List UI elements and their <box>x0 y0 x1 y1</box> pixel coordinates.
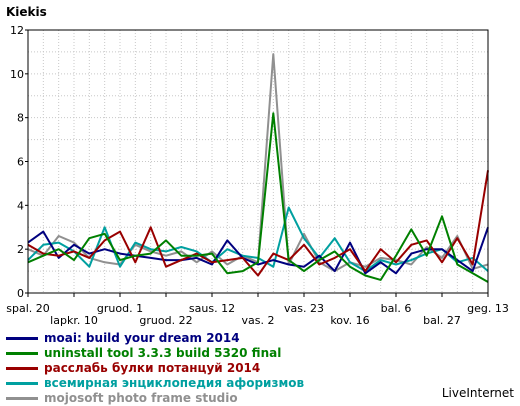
legend-label: mojosoft photo frame studio <box>44 391 238 405</box>
y-tick-label: 2 <box>17 243 24 256</box>
x-tick-label: lapkr. 10 <box>50 314 98 327</box>
x-tick-label: gruod. 1 <box>97 302 143 315</box>
x-tick-label: vas. 23 <box>284 302 324 315</box>
x-tick-label: bal. 6 <box>381 302 412 315</box>
legend-swatch <box>6 337 38 340</box>
y-tick-label: 0 <box>17 287 24 300</box>
legend: moai: build your dream 2014 uninstall too… <box>6 331 304 406</box>
x-tick-label: gruod. 22 <box>139 314 192 327</box>
y-axis: 0 2 4 6 8 10 12 <box>10 24 28 300</box>
x-tick-label: geg. 13 <box>467 302 509 315</box>
series-line <box>27 226 489 275</box>
legend-item: mojosoft photo frame studio <box>6 391 304 406</box>
y-tick-label: 12 <box>10 24 24 37</box>
legend-label: всемирная энциклопедия афоризмов <box>44 376 305 390</box>
x-tick-label: saus. 12 <box>189 302 235 315</box>
series-line <box>27 170 489 277</box>
series-line <box>27 112 489 283</box>
x-tick-label: kov. 16 <box>330 314 369 327</box>
series-lines <box>27 53 489 283</box>
legend-item: uninstall tool 3.3.3 build 5320 final <box>6 346 304 361</box>
legend-label: uninstall tool 3.3.3 build 5320 final <box>44 346 282 360</box>
y-tick-label: 10 <box>10 68 24 81</box>
legend-label: расслабь булки потанцуй 2014 <box>44 361 261 375</box>
credit-text: LiveInternet <box>441 386 514 400</box>
x-tick-label: spal. 20 <box>6 302 50 315</box>
legend-swatch <box>6 367 38 370</box>
x-tick-label: vas. 2 <box>242 314 275 327</box>
legend-label: moai: build your dream 2014 <box>44 331 240 345</box>
legend-swatch <box>6 352 38 355</box>
legend-swatch <box>6 382 38 385</box>
y-tick-label: 6 <box>17 156 24 169</box>
legend-item: расслабь булки потанцуй 2014 <box>6 361 304 376</box>
y-axis-label: Kiekis <box>6 5 47 19</box>
legend-swatch <box>6 397 38 400</box>
x-tick-label: bal. 27 <box>423 314 461 327</box>
y-tick-label: 4 <box>17 199 24 212</box>
legend-item: всемирная энциклопедия афоризмов <box>6 376 304 391</box>
legend-item: moai: build your dream 2014 <box>6 331 304 346</box>
y-tick-label: 8 <box>17 112 24 125</box>
